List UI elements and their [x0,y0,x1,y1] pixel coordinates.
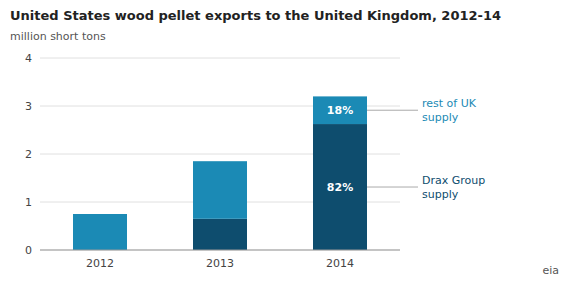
chart: United States wood pellet exports to the… [0,0,569,282]
x-tick-label: 2014 [326,257,354,270]
bar [193,161,247,219]
legend-label: rest of UKsupply [422,97,477,124]
y-tick-label: 0 [25,244,32,257]
bar [313,124,367,250]
footer: eia [542,264,559,277]
x-axis [40,250,400,251]
legend-label-line: rest of UK [422,97,477,110]
grid-line [40,250,400,251]
y-tick-label: 3 [25,100,32,113]
subtitle: million short tons [10,30,106,43]
legend-connector [367,187,418,188]
y-tick-label: 4 [25,52,32,65]
title: United States wood pellet exports to the… [10,8,501,23]
y-tick-label: 1 [25,196,32,209]
grid-line [40,58,400,59]
x-tick-label: 2013 [206,257,234,270]
bars [73,96,367,250]
x-tick-label: 2012 [86,257,114,270]
legend-label-line: supply [422,111,459,124]
annotation: 18% [327,104,353,117]
legend-label-line: supply [422,188,459,201]
y-tick-label: 2 [25,148,32,161]
legend-connector [367,110,418,111]
bar [193,219,247,250]
legend-label-line: Drax Group [422,174,485,187]
annotation: 82% [327,181,353,194]
legend-label: Drax Groupsupply [422,174,485,201]
bar [73,214,127,250]
bar [313,96,367,124]
